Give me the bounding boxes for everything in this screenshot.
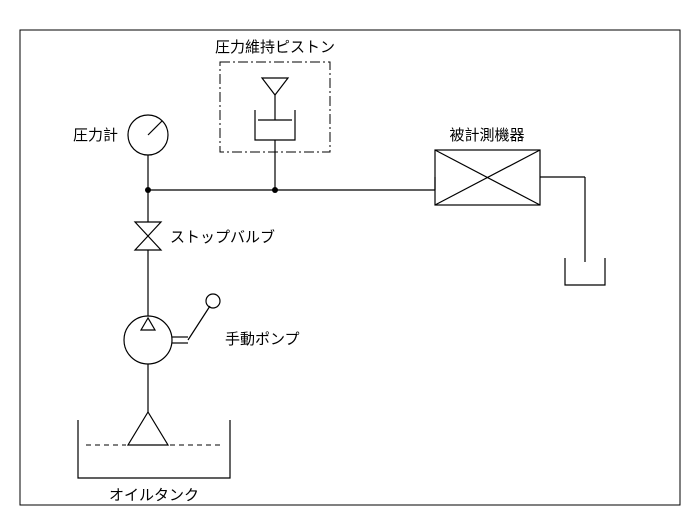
reservoir-u <box>565 258 605 285</box>
device-label: 被計測機器 <box>449 127 524 144</box>
tank-label: オイルタンク <box>109 487 199 504</box>
pump-circle <box>124 316 172 364</box>
reservoir-group <box>540 177 605 285</box>
valve-group <box>135 190 161 316</box>
frame <box>20 30 680 505</box>
hydraulic-diagram: 圧力維持ピストン 圧力計 被計測機器 ストップバルブ 手動ポンプ オイルタンク <box>0 0 700 525</box>
valve-bowtie <box>135 222 161 250</box>
piston-funnel <box>262 78 288 95</box>
tank-u <box>78 420 230 478</box>
gauge-needle <box>148 121 162 135</box>
piston-group <box>220 62 330 190</box>
tank-group <box>78 412 230 478</box>
device-group <box>435 150 540 205</box>
pump-group <box>124 294 220 412</box>
gauge-group <box>128 115 168 190</box>
pump-arrow <box>141 318 155 330</box>
gauge-label: 圧力計 <box>73 127 118 144</box>
junction-2 <box>272 187 278 193</box>
piston-label: 圧力維持ピストン <box>215 39 335 56</box>
valve-label: ストップバルブ <box>170 228 275 246</box>
pump-handle-knob <box>206 294 220 308</box>
tank-inlet-triangle <box>128 412 168 445</box>
pump-label: 手動ポンプ <box>225 331 300 348</box>
pump-handle-lever <box>188 306 210 340</box>
